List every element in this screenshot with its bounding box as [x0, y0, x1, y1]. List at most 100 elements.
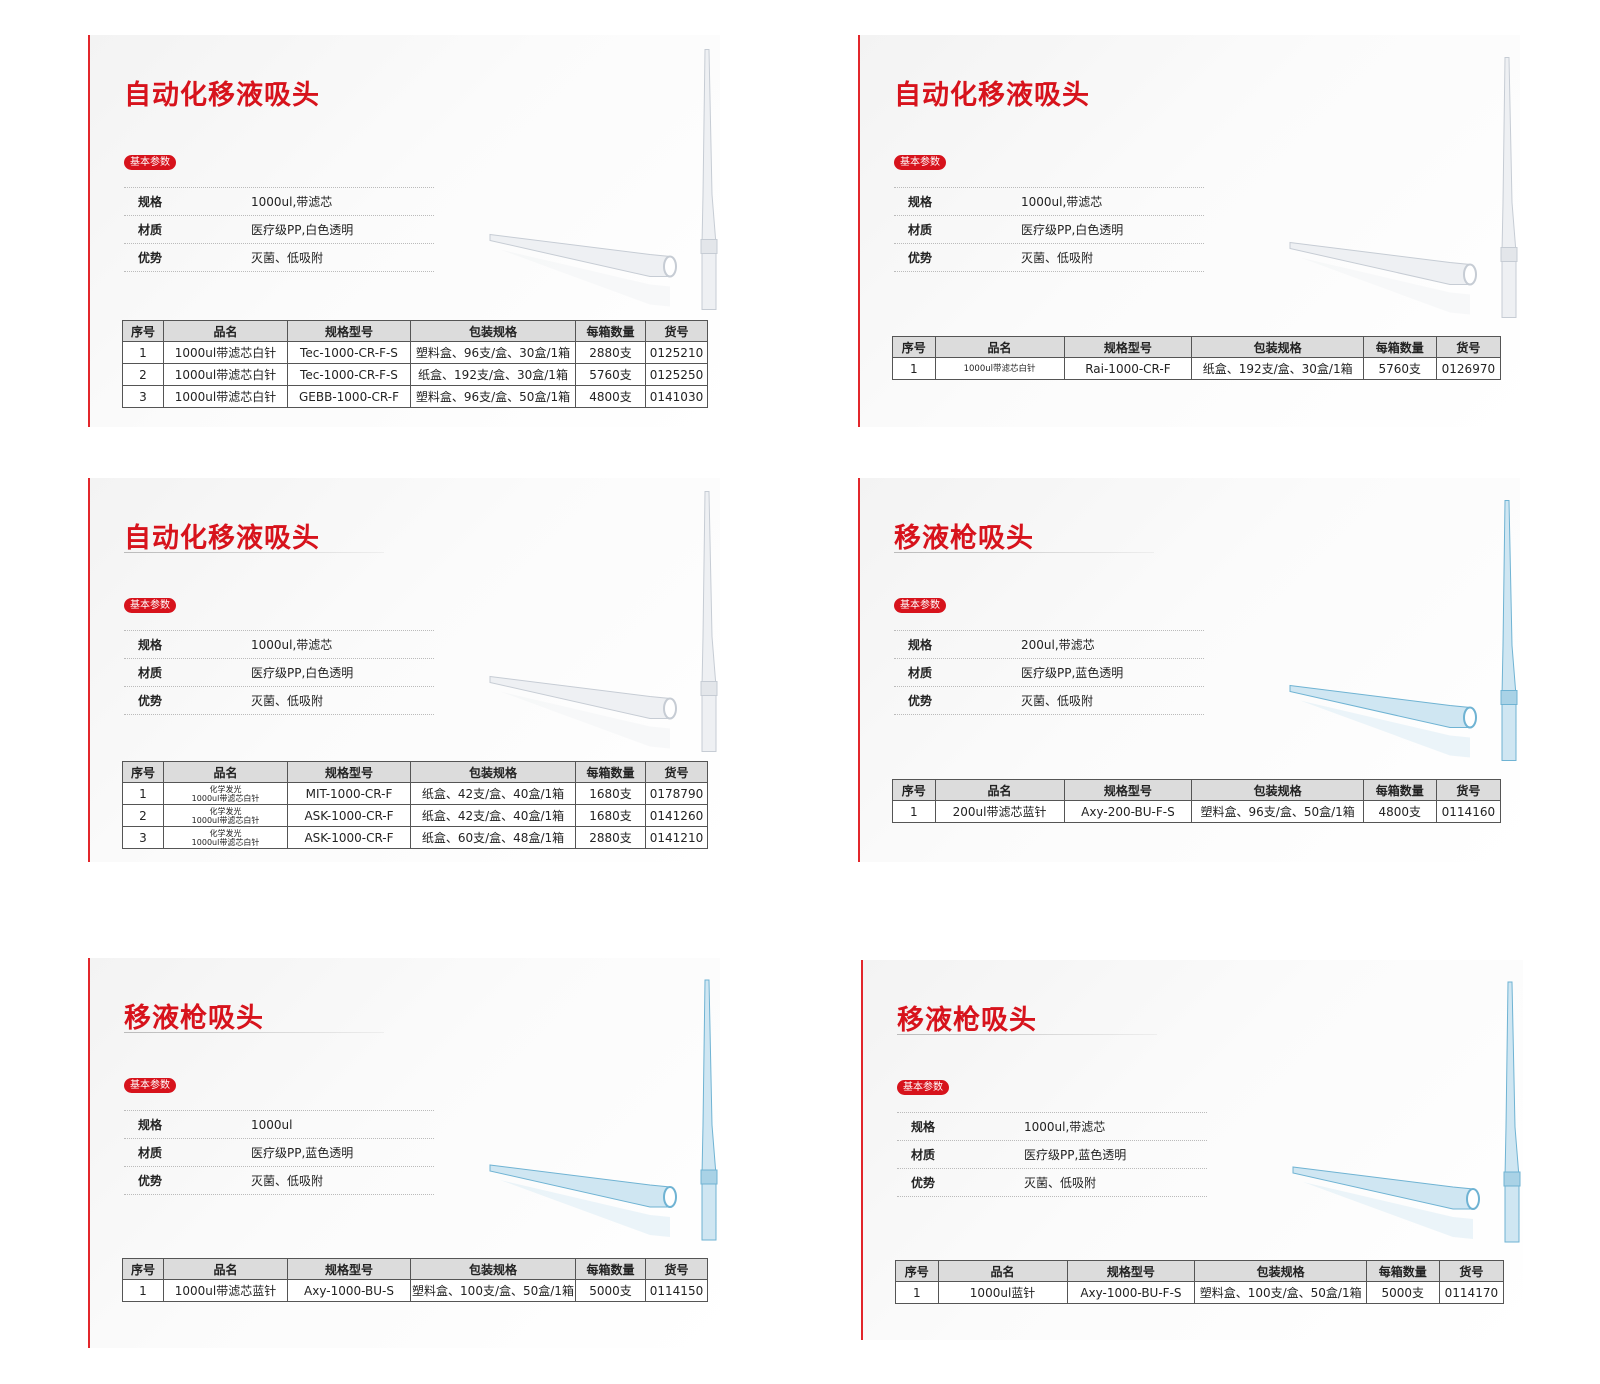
table-row: 3 1000ul带滤芯白针 GEBB-1000-CR-F 塑料盒、96支/盒、50盒/… — [122, 385, 708, 408]
table-cell: 5000支 — [575, 1279, 646, 1302]
cell-prefix: 化学发光 — [209, 784, 242, 794]
param-value: 医疗级PP,白色透明 — [1021, 223, 1124, 237]
param-value: 1000ul,带滤芯 — [1024, 1120, 1106, 1134]
param-value: 灭菌、低吸附 — [1021, 694, 1094, 708]
column-header: 序号 — [122, 320, 164, 342]
table-cell: MIT-1000-CR-F — [287, 782, 411, 805]
column-header: 货号 — [1435, 336, 1502, 358]
product-title: 自动化移液吸头 — [894, 80, 1090, 111]
param-label: 规格 — [908, 195, 933, 209]
param-value: 灭菌、低吸附 — [251, 694, 324, 708]
param-row: 材质 医疗级PP,蓝色透明 — [897, 1140, 1207, 1168]
column-header: 每箱数量 — [1362, 779, 1437, 801]
param-row: 规格 1000ul,带滤芯 — [897, 1112, 1207, 1140]
table-cell: 2880支 — [575, 341, 646, 364]
table-header: 序号 品名 规格型号 包装规格 每箱数量 货号 — [895, 1260, 1505, 1282]
column-header: 序号 — [895, 1260, 939, 1282]
pipette-tip-image — [489, 491, 718, 752]
table-cell: Rai-1000-CR-F — [1063, 357, 1193, 380]
column-header: 包装规格 — [410, 1258, 576, 1280]
table-cell: 0114170 — [1438, 1281, 1505, 1304]
params-list: 规格 200ul,带滤芯 材质 医疗级PP,蓝色透明 优势 灭菌、低吸附 — [894, 630, 1204, 715]
param-row: 规格 1000ul,带滤芯 — [894, 187, 1204, 215]
column-header: 货号 — [645, 1258, 708, 1280]
table-cell: 2880支 — [575, 826, 646, 849]
table-cell: 1000ul带滤芯蓝针 — [163, 1279, 288, 1302]
table-cell: 1 — [122, 1279, 164, 1302]
param-row: 规格 1000ul,带滤芯 — [124, 630, 434, 658]
param-label: 材质 — [911, 1148, 936, 1162]
table-cell: 0178790 — [645, 782, 708, 805]
param-row: 优势 灭菌、低吸附 — [894, 686, 1204, 715]
column-header: 货号 — [645, 320, 708, 342]
param-label: 材质 — [908, 666, 933, 680]
table-cell: 200ul带滤芯蓝针 — [934, 800, 1065, 823]
param-label: 优势 — [138, 1174, 163, 1188]
table-cell: 纸盒、42支/盒、40盒/1箱 — [410, 804, 576, 827]
column-header: 品名 — [937, 1260, 1068, 1282]
param-label: 材质 — [138, 223, 163, 237]
param-value: 1000ul,带滤芯 — [1021, 195, 1103, 209]
column-header: 序号 — [892, 336, 936, 358]
table-cell: 0141210 — [645, 826, 708, 849]
table-cell: 0114150 — [645, 1279, 708, 1302]
cell-prefix: 化学发光 — [209, 806, 242, 816]
param-value: 医疗级PP,蓝色透明 — [1024, 1148, 1127, 1162]
table-cell: 塑料盒、100支/盒、50盒/1箱 — [410, 1279, 576, 1302]
column-header: 序号 — [122, 1258, 164, 1280]
column-header: 规格型号 — [1063, 336, 1193, 358]
params-list: 规格 1000ul,带滤芯材质 医疗级PP,蓝色透明优势 灭菌、低吸附 — [897, 1112, 1207, 1197]
cell-name: 1000ul带滤芯白针 — [191, 793, 260, 803]
table-cell: Axy-1000-BU-S — [287, 1279, 411, 1302]
table-cell: 5760支 — [1362, 357, 1437, 380]
table-row: 3 化学发光 1000ul带滤芯白针 ASK-1000-CR-F 纸盒、60支/盒、48… — [122, 826, 708, 849]
title-divider — [124, 1032, 384, 1033]
param-row: 优势 灭菌、低吸附 — [897, 1168, 1207, 1197]
column-header: 包装规格 — [1194, 1260, 1367, 1282]
table-cell: 纸盒、192支/盒、30盒/1箱 — [410, 363, 576, 386]
params-badge: 基本参数 — [124, 598, 176, 613]
pipette-tip-image — [489, 979, 718, 1241]
param-value: 灭菌、低吸附 — [251, 251, 324, 265]
table-cell: 0125210 — [645, 341, 708, 364]
param-label: 规格 — [138, 638, 163, 652]
table-cell: 塑料盒、96支/盒、30盒/1箱 — [410, 341, 576, 364]
param-label: 规格 — [911, 1120, 936, 1134]
column-header: 每箱数量 — [575, 1258, 646, 1280]
param-row: 优势 灭菌、低吸附 — [124, 243, 434, 272]
column-header: 每箱数量 — [1362, 336, 1437, 358]
param-label: 规格 — [908, 638, 933, 652]
cell-prefix: 化学发光 — [209, 828, 242, 838]
params-list: 规格 1000ul,带滤芯 材质 医疗级PP,白色透明 优势 灭菌、低吸附 — [894, 187, 1204, 272]
table-cell: Axy-1000-BU-F-S — [1066, 1281, 1196, 1304]
param-value: 200ul,带滤芯 — [1021, 638, 1095, 652]
column-header: 规格型号 — [1066, 1260, 1196, 1282]
params-badge: 基本参数 — [894, 155, 946, 170]
table-cell: 5000支 — [1365, 1281, 1440, 1304]
param-label: 优势 — [911, 1176, 936, 1190]
table-row: 1 1000ul蓝针 Axy-1000-BU-F-S 塑料盒、100支/盒、50盒/1… — [895, 1281, 1505, 1304]
param-row: 优势 灭菌、低吸附 — [894, 243, 1204, 272]
column-header: 每箱数量 — [575, 320, 646, 342]
table-row: 2 1000ul带滤芯白针 Tec-1000-CR-F-S 纸盒、192支/盒、30盒… — [122, 363, 708, 386]
params-list: 规格 1000ul,带滤芯 材质 医疗级PP,白色透明 优势 灭菌、低吸附 — [124, 630, 434, 715]
column-header: 序号 — [892, 779, 936, 801]
product-title: 自动化移液吸头 — [124, 80, 320, 111]
product-card: 自动化移液吸头 基本参数 规格 1000ul,带滤芯 材质 医疗级PP,白色透明 优势 灭菌、… — [88, 478, 720, 862]
cell-name: 1000ul带滤芯白针 — [191, 815, 260, 825]
table-header: 序号 品名 规格型号 包装规格 每箱数量 货号 — [122, 320, 708, 342]
table-header: 序号 品名 规格型号 包装规格 每箱数量 货号 — [892, 336, 1502, 358]
product-card: 移液枪吸头 基本参数 规格 200ul,带滤芯 材质 医疗级PP,蓝色透明 优势 灭菌、低吸附… — [858, 478, 1520, 862]
param-row: 优势 灭菌、低吸附 — [124, 686, 434, 715]
table-cell: ASK-1000-CR-F — [287, 826, 411, 849]
table-cell: 1000ul带滤芯白针 — [163, 363, 288, 386]
param-value: 灭菌、低吸附 — [251, 1174, 324, 1188]
spec-table: 序号 品名 规格型号 包装规格 每箱数量 货号 1 1000ul带滤芯蓝针 Axy-1000-B… — [122, 1258, 708, 1302]
column-header: 包装规格 — [1191, 779, 1364, 801]
table-cell: 0141030 — [645, 385, 708, 408]
table-row: 1 化学发光 1000ul带滤芯白针 MIT-1000-CR-F 纸盒、42支/盒、40… — [122, 782, 708, 805]
table-cell: 化学发光 1000ul带滤芯白针 — [163, 782, 288, 805]
param-row: 材质 医疗级PP,白色透明 — [124, 658, 434, 686]
cell-name: 1000ul带滤芯白针 — [191, 837, 260, 847]
title-divider — [897, 1034, 1157, 1035]
